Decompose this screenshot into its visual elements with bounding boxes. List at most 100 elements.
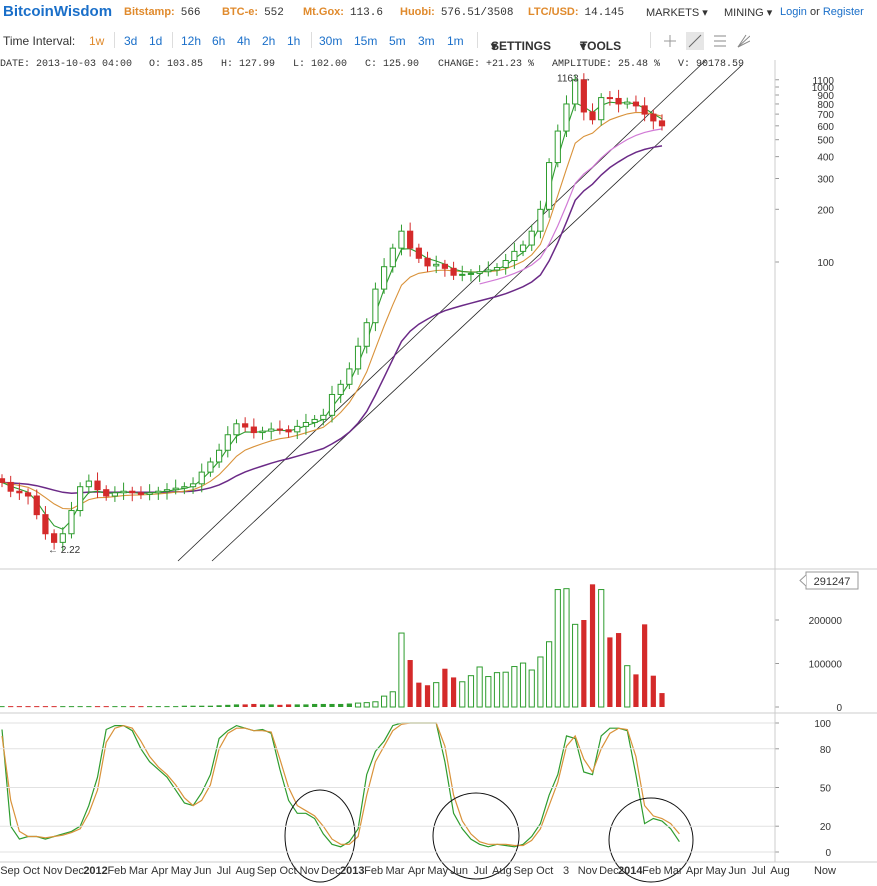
interval-6h[interactable]: 6h — [212, 34, 226, 48]
candle-body — [51, 533, 58, 543]
ema-short-line — [1, 101, 663, 530]
interval-5m[interactable]: 5m — [389, 34, 406, 48]
ohlc-high: H: 127.99 — [221, 59, 276, 70]
volume-bar — [363, 702, 370, 708]
candle-body — [476, 271, 483, 274]
volume-bar — [650, 675, 656, 707]
volume-bar — [381, 695, 388, 708]
candle-body — [155, 490, 162, 494]
volume-bar — [277, 704, 283, 707]
x-tick-label: Feb — [364, 865, 383, 877]
interval-4h[interactable]: 4h — [237, 34, 251, 48]
price-tick-label: 200 — [817, 205, 834, 216]
volume-bar — [346, 703, 352, 707]
volume-tick-label: 0 — [836, 703, 842, 714]
markets-menu[interactable]: MARKETS ▾ — [646, 7, 708, 19]
interval-30m[interactable]: 30m — [319, 34, 343, 48]
volume-bar — [476, 666, 483, 708]
ticker-huobi[interactable]: Huobi: 576.51/3508 — [400, 6, 514, 19]
volume-current-label: 291247 — [814, 576, 851, 588]
volume-bar — [77, 706, 83, 708]
volume-bar — [8, 706, 14, 708]
ticker-ltcusd[interactable]: LTC/USD: 14.145 — [528, 6, 625, 19]
price-tick-label: 500 — [817, 136, 834, 147]
candle-body — [389, 247, 396, 268]
x-tick-label: Jul — [474, 865, 488, 877]
candle-body — [528, 230, 535, 246]
volume-bar — [554, 589, 561, 708]
candle-body — [467, 272, 475, 275]
candle-body — [658, 120, 666, 127]
volume-bar — [94, 706, 101, 708]
stoch-tick-label: 80 — [820, 745, 832, 756]
x-tick-label: 2013 — [340, 865, 364, 877]
x-tick-label: May — [705, 865, 726, 877]
candle-body — [354, 345, 362, 370]
brand-logo[interactable]: BitcoinWisdom — [3, 3, 113, 20]
candle-body — [24, 492, 32, 497]
candle-body — [328, 393, 336, 416]
interval-2h[interactable]: 2h — [262, 34, 276, 48]
candle-body — [615, 97, 622, 105]
volume-bar — [624, 665, 631, 708]
ticker-btce[interactable]: BTC-e: 552 — [222, 6, 284, 19]
interval-1m[interactable]: 1m — [447, 34, 464, 48]
ohlc-date: DATE: 2013-10-03 04:00 — [0, 59, 133, 70]
x-tick-label: Oct — [279, 865, 296, 877]
login-link[interactable]: Login — [780, 6, 807, 18]
interval-3m[interactable]: 3m — [418, 34, 435, 48]
volume-bar — [467, 675, 475, 708]
interval-1h[interactable]: 1h — [287, 34, 301, 48]
x-tick-label: Sep — [514, 865, 534, 877]
x-tick-label: Dec — [321, 865, 341, 877]
price-tick-label: 900 — [817, 91, 834, 102]
interval-1d[interactable]: 1d — [149, 34, 163, 48]
volume-bar — [173, 706, 179, 708]
stoch-tick-label: 0 — [825, 848, 831, 859]
candle-body — [546, 162, 553, 210]
candle-body — [433, 263, 440, 267]
candle-body — [598, 97, 605, 121]
x-tick-label: Apr — [151, 865, 168, 877]
ema-mid-line — [1, 111, 663, 510]
volume-bar — [120, 706, 127, 708]
price-tick-label: 600 — [817, 122, 834, 133]
volume-bar — [537, 656, 544, 708]
x-tick-label: Dec — [599, 865, 619, 877]
ma-long-upper-line — [479, 128, 663, 285]
candle-body — [320, 414, 327, 420]
candle-body — [103, 489, 110, 497]
crosshair-icon[interactable] — [664, 35, 676, 47]
fan-tool-icon[interactable] — [737, 34, 750, 48]
ohlc-amplitude: AMPLITUDE: 25.48 % — [552, 59, 661, 70]
candle-body — [163, 489, 171, 492]
highlight-circle — [432, 792, 520, 880]
x-tick-label: 3 — [563, 865, 569, 877]
candle-body — [381, 266, 388, 290]
x-tick-label: Oct — [536, 865, 553, 877]
volume-bar — [285, 704, 292, 707]
interval-3d[interactable]: 3d — [124, 34, 138, 48]
trend-line-lower — [211, 64, 743, 562]
line-tool-icon[interactable] — [688, 34, 702, 48]
stoch-tick-label: 50 — [820, 784, 832, 795]
candle-body — [632, 101, 640, 107]
horizontal-lines-icon[interactable] — [714, 35, 726, 47]
volume-bar — [320, 703, 326, 707]
ticker-mtgox[interactable]: Mt.Gox: 113.6 — [303, 6, 383, 19]
volume-current-box — [805, 571, 859, 590]
time-interval-label: Time Interval: — [3, 34, 76, 48]
volume-bar — [16, 706, 22, 708]
interval-15m[interactable]: 15m — [354, 34, 378, 48]
x-tick-label: Jun — [450, 865, 468, 877]
interval-12h[interactable]: 12h — [181, 34, 202, 48]
register-link[interactable]: Register — [822, 6, 864, 18]
ticker-bitstamp[interactable]: Bitstamp: 566 — [124, 6, 201, 19]
candle-body — [42, 514, 49, 535]
mining-menu[interactable]: MINING ▾ — [724, 7, 773, 19]
candle-body — [589, 111, 596, 121]
interval-1w[interactable]: 1w — [89, 34, 105, 48]
volume-bar — [424, 685, 431, 707]
price-tick-label: 300 — [817, 175, 834, 186]
